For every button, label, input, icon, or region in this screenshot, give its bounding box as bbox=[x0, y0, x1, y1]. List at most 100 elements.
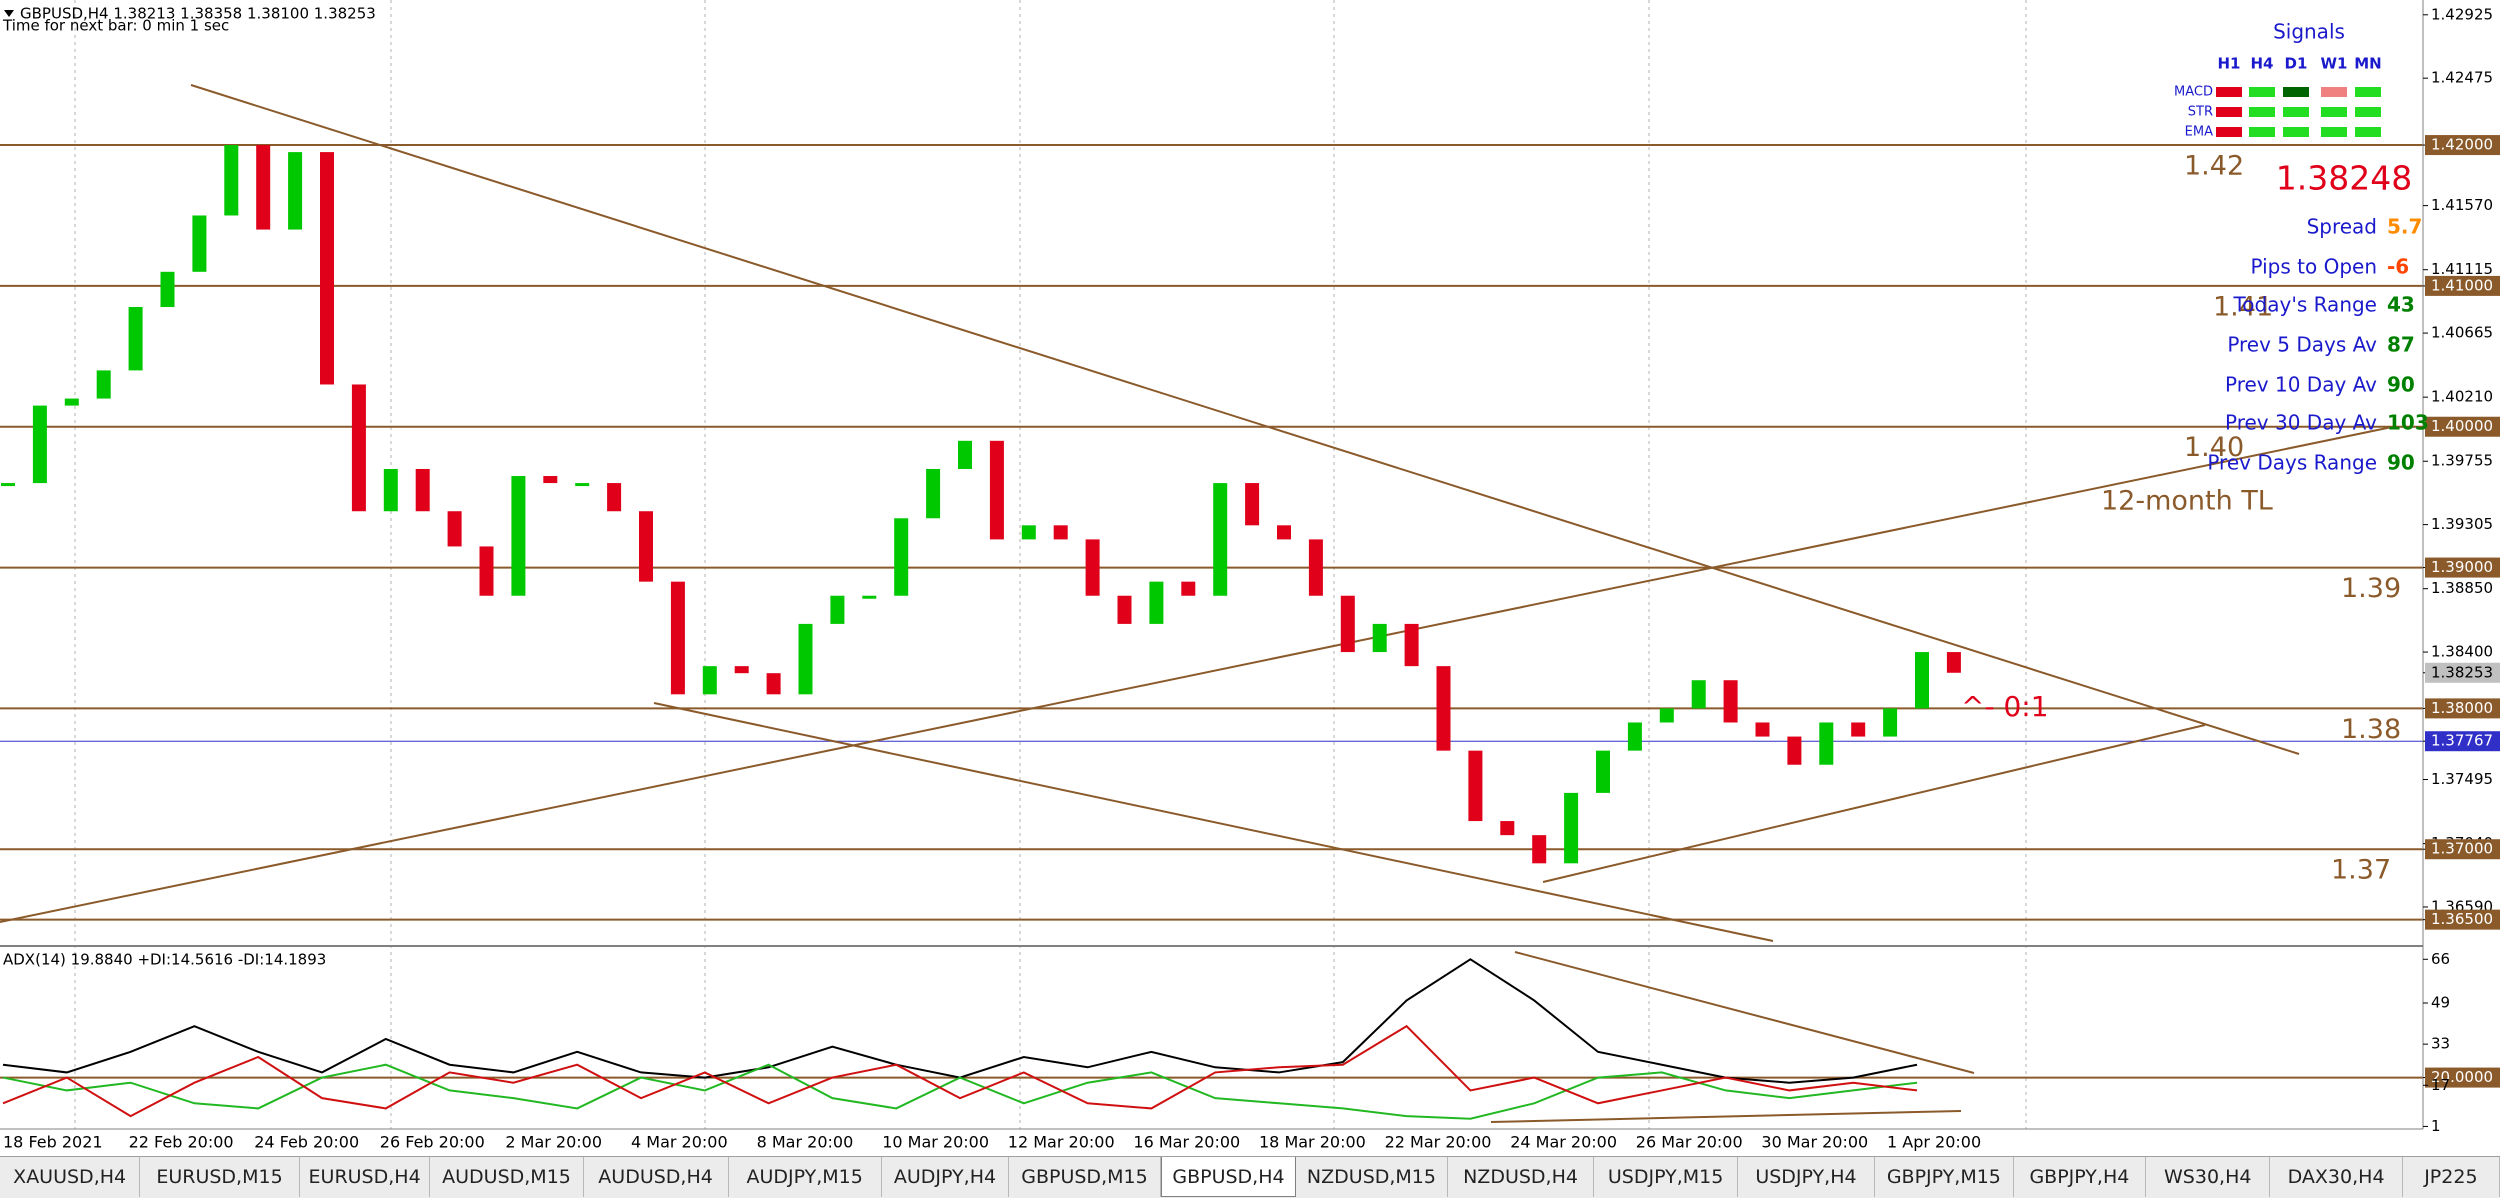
tab[interactable]: GBPJPY,M15 bbox=[1875, 1157, 2014, 1197]
candle-body bbox=[639, 511, 653, 582]
signal-box bbox=[2216, 107, 2242, 117]
candle-body bbox=[288, 152, 303, 230]
candle-body bbox=[1340, 595, 1355, 653]
candle-body bbox=[862, 595, 877, 599]
trend-line bbox=[1542, 724, 2206, 883]
tab[interactable]: GBPJPY,H4 bbox=[2014, 1157, 2147, 1197]
tab[interactable]: NZDUSD,M15 bbox=[1296, 1157, 1448, 1197]
trend-line bbox=[653, 702, 1774, 942]
tab[interactable]: JP225 bbox=[2403, 1157, 2500, 1197]
y-tick-label: 49 bbox=[2431, 994, 2450, 1012]
candle-body bbox=[1245, 483, 1260, 526]
tab[interactable]: AUDUSD,H4 bbox=[584, 1157, 729, 1197]
tab[interactable]: DAX30,H4 bbox=[2270, 1157, 2403, 1197]
signal-box bbox=[2249, 127, 2275, 137]
x-tick-label: 8 Mar 20:00 bbox=[757, 1133, 854, 1152]
y-tick-highlight bbox=[2425, 557, 2500, 578]
candle-body bbox=[1, 483, 15, 487]
indicator-line bbox=[2, 1063, 1918, 1120]
candle-body bbox=[1149, 581, 1164, 624]
level-label: 1.39 bbox=[2341, 573, 2401, 604]
level-label: 1.41 bbox=[2213, 291, 2273, 322]
tab[interactable]: EURUSD,M15 bbox=[140, 1157, 300, 1197]
stat-value: 87 bbox=[2387, 333, 2415, 357]
y-tick-label: 1.40665 bbox=[2431, 324, 2493, 342]
candle-body bbox=[96, 370, 111, 399]
signal-column: MN bbox=[2354, 55, 2381, 73]
tab[interactable]: GBPUSD,H4 bbox=[1160, 1157, 1297, 1197]
y-tick-label: 1.36500 bbox=[2431, 910, 2493, 928]
candle-body bbox=[1085, 539, 1100, 596]
axes: 1.42925 1.42475 1.42000 1.41570 1.411151.410… bbox=[3, 5, 2500, 1152]
level-label: 1.42 bbox=[2184, 151, 2244, 182]
signal-box bbox=[2321, 87, 2347, 97]
y-tick-label: 1 bbox=[2431, 1117, 2441, 1135]
menu-arrow[interactable] bbox=[4, 10, 14, 17]
stat-value: -6 bbox=[2387, 255, 2409, 279]
y-tick-label: 1.38000 bbox=[2431, 699, 2493, 717]
candle-body bbox=[543, 476, 558, 484]
signal-box bbox=[2216, 127, 2242, 137]
candle-body bbox=[1596, 750, 1610, 793]
x-tick-label: 4 Mar 20:00 bbox=[631, 1133, 728, 1152]
adx-panel bbox=[0, 958, 2423, 1120]
candle-body bbox=[670, 581, 685, 695]
candle-body bbox=[1277, 525, 1291, 540]
candle-body bbox=[607, 483, 622, 512]
candle-body bbox=[1021, 525, 1036, 540]
annotation: ^- 0:1 bbox=[1961, 690, 2049, 723]
indicator-title: ADX(14) 19.8840 +DI:14.5616 -DI:14.1893 bbox=[3, 951, 326, 969]
candle-body bbox=[1308, 539, 1323, 596]
y-tick-label: 1.42475 bbox=[2431, 69, 2493, 87]
y-tick-label: 1.42000 bbox=[2431, 136, 2493, 154]
candle-body bbox=[160, 271, 175, 308]
stat-label: Pips to Open bbox=[2250, 255, 2377, 279]
x-tick-label: 30 Mar 20:00 bbox=[1761, 1133, 1868, 1152]
tab[interactable]: USDJPY,M15 bbox=[1594, 1157, 1738, 1197]
candle-body bbox=[766, 673, 781, 695]
tab[interactable]: XAUUSD,H4 bbox=[0, 1157, 141, 1197]
candle-body bbox=[1500, 821, 1515, 836]
tab[interactable]: NZDUSD,H4 bbox=[1448, 1157, 1595, 1197]
candle-body bbox=[1755, 722, 1770, 737]
tab[interactable]: WS30,H4 bbox=[2146, 1157, 2271, 1197]
signal-column: H4 bbox=[2251, 55, 2274, 73]
candle-body bbox=[511, 476, 526, 596]
candle-body bbox=[1564, 792, 1579, 864]
y-tick-label: 1.39000 bbox=[2431, 558, 2493, 576]
signal-row-label: MACD bbox=[2174, 85, 2213, 100]
tab[interactable]: AUDJPY,M15 bbox=[729, 1157, 882, 1197]
x-tick-label: 24 Mar 20:00 bbox=[1510, 1133, 1617, 1152]
levels: 1.42 1.41 1.40 1.39 1.38 1.37 bbox=[0, 144, 2423, 921]
tab[interactable]: EURUSD,H4 bbox=[300, 1157, 431, 1197]
candle-body bbox=[320, 152, 334, 385]
candle-body bbox=[575, 483, 590, 487]
candle-body bbox=[702, 666, 717, 695]
signal-box bbox=[2321, 107, 2347, 117]
trend-line bbox=[190, 84, 2300, 755]
candle-body bbox=[192, 215, 207, 272]
y-tick-label: 1.42925 bbox=[2431, 5, 2493, 23]
candle-body bbox=[734, 666, 749, 674]
tab[interactable]: USDJPY,H4 bbox=[1738, 1157, 1875, 1197]
x-tick-label: 18 Feb 2021 bbox=[3, 1133, 103, 1152]
y-tick-highlight bbox=[2425, 698, 2500, 719]
y-tick-label: 1.41115 bbox=[2431, 260, 2493, 278]
stats-panel: Spread 5.7 Pips to Open -6 Today's Range 43 Pr… bbox=[2207, 215, 2428, 475]
tab[interactable]: AUDUSD,M15 bbox=[430, 1157, 584, 1197]
candle-body bbox=[894, 518, 909, 596]
candle-body bbox=[1819, 722, 1834, 765]
y-tick-label: 1.40210 bbox=[2431, 388, 2493, 406]
y-tick-highlight bbox=[2425, 839, 2500, 860]
y-tick-label: 1.41000 bbox=[2431, 276, 2493, 294]
trend-lines bbox=[0, 84, 2393, 1123]
stat-value: 43 bbox=[2387, 293, 2415, 317]
tab[interactable]: GBPUSD,M15 bbox=[1009, 1157, 1161, 1197]
y-tick-label: 1.39755 bbox=[2431, 452, 2493, 470]
y-tick-label: 20.0000 bbox=[2431, 1068, 2493, 1086]
signal-box bbox=[2283, 127, 2309, 137]
candle-body bbox=[958, 440, 972, 469]
tab[interactable]: AUDJPY,H4 bbox=[882, 1157, 1010, 1197]
chart-title: GBPUSD,H4 1.38213 1.38358 1.38100 1.3825… bbox=[20, 5, 376, 23]
x-tick-label: 2 Mar 20:00 bbox=[505, 1133, 602, 1152]
